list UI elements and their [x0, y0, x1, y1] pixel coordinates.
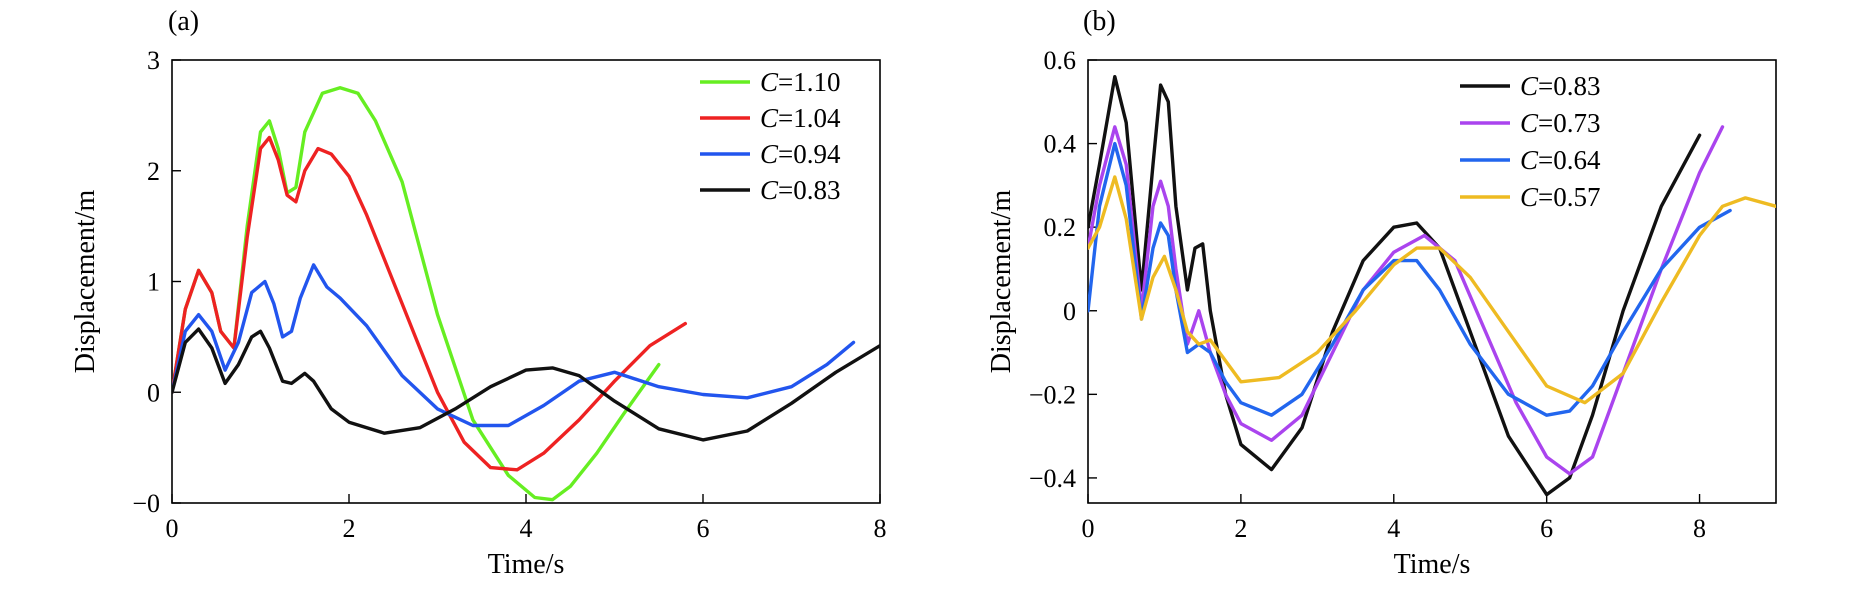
y-axis-label: Displacement/m: [70, 190, 101, 374]
x-tick-label: 2: [1234, 514, 1247, 543]
legend-label: C=1.04: [760, 103, 841, 133]
x-tick-label: 6: [697, 514, 710, 543]
x-axis-label: Time/s: [488, 549, 565, 580]
panel-label: (a): [168, 6, 199, 37]
series-line-c0-94: [172, 263, 856, 428]
y-tick-label: 0: [147, 378, 160, 407]
y-tick-label: 0.4: [1044, 130, 1077, 159]
x-axis-label: Time/s: [1394, 549, 1471, 580]
x-tick-label: 8: [1693, 514, 1706, 543]
y-tick-label: −0.2: [1029, 380, 1076, 409]
series-line-c1-10: [172, 86, 661, 502]
x-tick-label: 0: [166, 514, 179, 543]
y-tick-label: −0: [132, 489, 160, 518]
x-tick-label: 8: [874, 514, 887, 543]
y-tick-label: 0.2: [1044, 213, 1077, 242]
legend-label: C=0.83: [1520, 71, 1601, 101]
x-tick-label: 6: [1540, 514, 1553, 543]
chart-panel-a: (a)0 2 4 6 8−00123Time/sDisplacement/mC=1.10…: [70, 6, 887, 580]
panel-label: (b): [1083, 6, 1116, 37]
series-line-c1-04: [172, 135, 687, 472]
y-tick-label: 0: [1063, 297, 1076, 326]
x-tick-label: 4: [520, 514, 533, 543]
y-tick-label: 3: [147, 46, 160, 75]
series-line-c0-73: [1088, 125, 1725, 476]
x-tick-label: 4: [1387, 514, 1400, 543]
legend-label: C=0.57: [1520, 182, 1601, 212]
y-tick-label: 0.6: [1044, 46, 1077, 75]
y-tick-label: 2: [147, 157, 160, 186]
y-tick-label: −0.4: [1029, 464, 1076, 493]
series-line-c0-83: [1088, 75, 1702, 497]
chart-panel-b: (b) 0 2 4 6 8 −0.4 −0.2 0 0.2 0.4 0.6 Time/s Displace…: [986, 6, 1777, 580]
series-line-c0-64: [1088, 141, 1732, 417]
x-tick-label: 2: [343, 514, 356, 543]
legend-label: C=0.83: [760, 175, 841, 205]
legend-label: C=0.94: [760, 139, 841, 169]
y-axis-label: Displacement/m: [986, 190, 1017, 374]
legend-label: C=0.64: [1520, 145, 1601, 175]
series-line-c0-57: [1088, 175, 1776, 405]
plot-frame: [1087, 59, 1777, 504]
legend-label: C=1.10: [760, 67, 841, 97]
legend-label: C=0.73: [1520, 108, 1601, 138]
x-tick-label: 0: [1082, 514, 1095, 543]
series-line-c0-83: [172, 327, 880, 442]
y-tick-label: 1: [147, 268, 160, 297]
